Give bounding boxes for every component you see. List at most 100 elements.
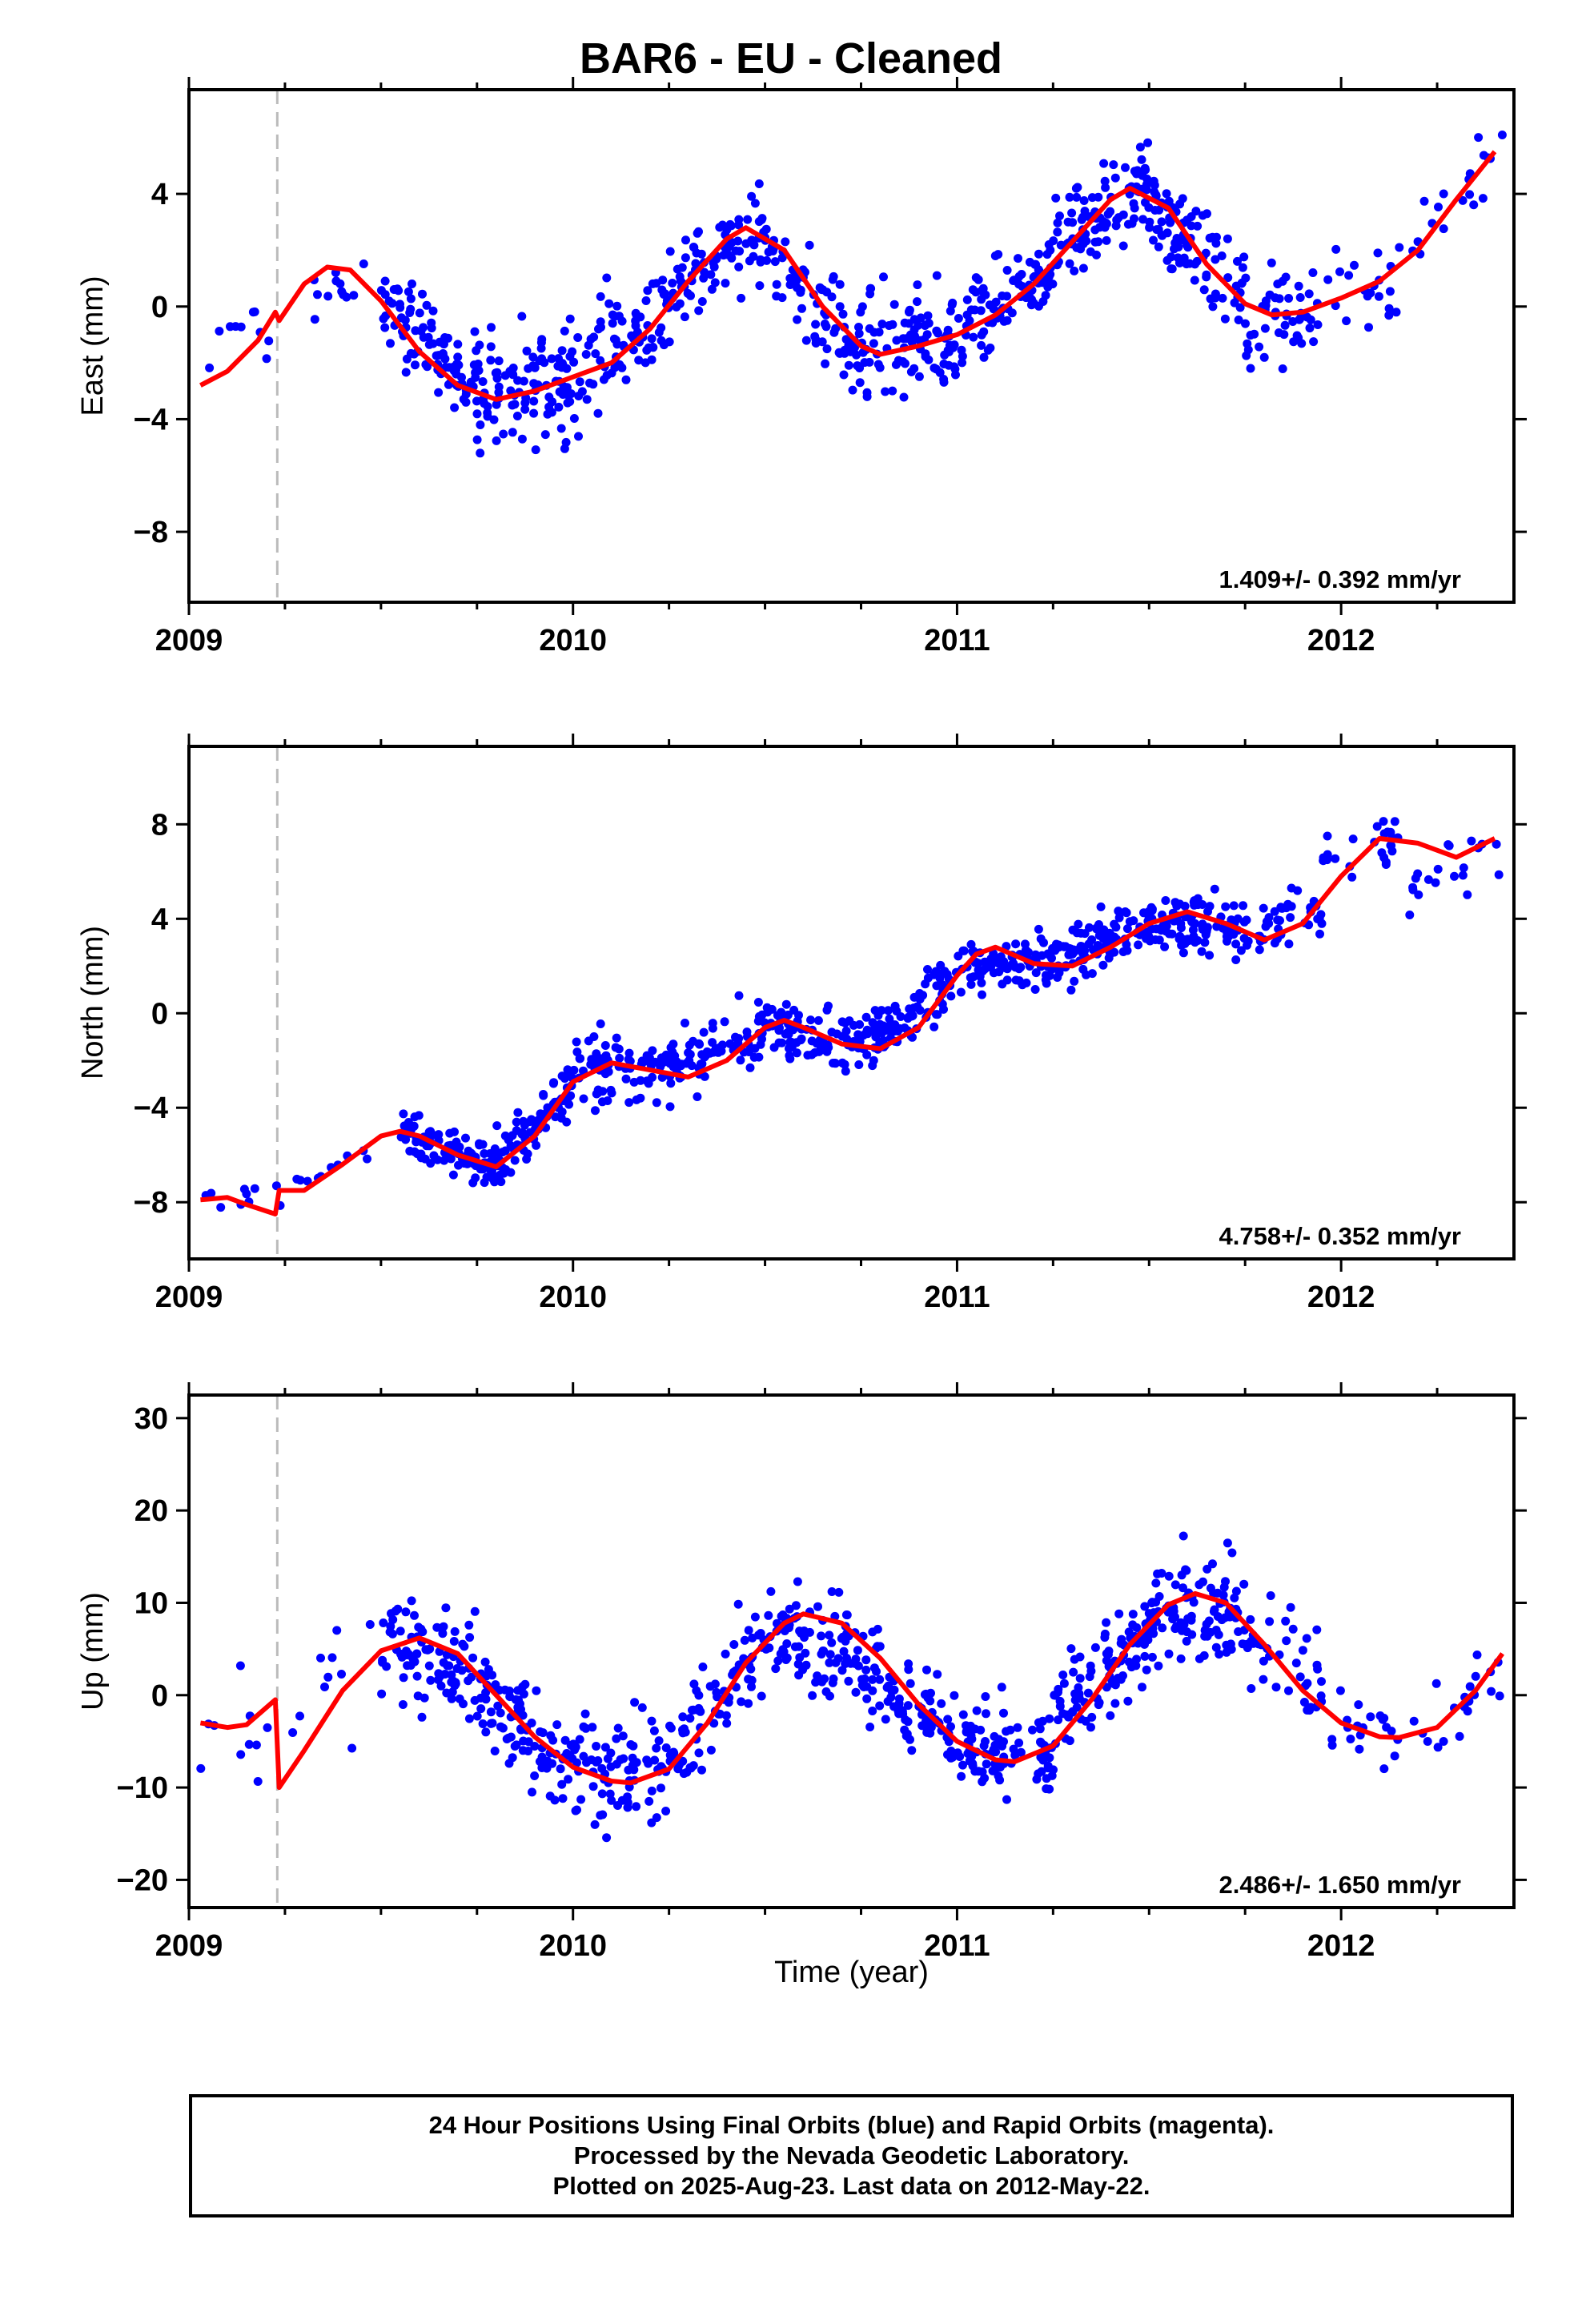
up-data-point bbox=[1016, 1747, 1026, 1757]
east-data-point bbox=[1029, 299, 1038, 308]
up-data-point bbox=[470, 1606, 480, 1616]
east-data-point bbox=[1284, 294, 1294, 303]
east-data-point bbox=[930, 364, 939, 372]
up-data-point bbox=[612, 1734, 621, 1743]
up-data-point bbox=[681, 1727, 690, 1737]
east-data-point bbox=[793, 315, 802, 324]
east-data-point bbox=[764, 247, 773, 257]
east-data-point bbox=[913, 280, 922, 290]
north-data-point bbox=[1313, 915, 1323, 923]
north-data-point bbox=[932, 981, 942, 991]
north-data-point bbox=[1096, 902, 1106, 911]
east-data-point bbox=[822, 344, 832, 354]
north-data-point bbox=[862, 1025, 872, 1035]
up-data-point bbox=[1271, 1683, 1281, 1692]
east-data-point bbox=[958, 352, 967, 361]
east-data-point bbox=[1137, 155, 1146, 164]
north-ytick-label: 8 bbox=[151, 808, 168, 842]
north-data-point bbox=[1221, 902, 1231, 911]
north-data-point bbox=[700, 1072, 709, 1081]
east-ylabel: East (mm) bbox=[76, 275, 110, 416]
east-data-point bbox=[586, 335, 596, 344]
east-data-point bbox=[1094, 237, 1103, 247]
north-data-point bbox=[569, 1065, 579, 1075]
up-data-point bbox=[1124, 1627, 1134, 1637]
up-data-point bbox=[1227, 1548, 1237, 1558]
north-data-point bbox=[1331, 854, 1340, 863]
east-data-point bbox=[349, 291, 359, 300]
up-data-point bbox=[713, 1692, 722, 1702]
up-data-point bbox=[894, 1699, 904, 1708]
north-data-point bbox=[708, 1019, 717, 1028]
up-data-point bbox=[1132, 1655, 1141, 1664]
up-data-point bbox=[868, 1627, 877, 1637]
up-data-point bbox=[447, 1694, 456, 1703]
north-data-point bbox=[807, 1036, 817, 1046]
up-data-point bbox=[827, 1638, 837, 1647]
up-data-point bbox=[396, 1649, 405, 1659]
up-data-point bbox=[982, 1709, 990, 1719]
up-data-point bbox=[393, 1604, 403, 1614]
up-data-point bbox=[1455, 1731, 1464, 1741]
up-data-point bbox=[800, 1633, 809, 1642]
east-data-point bbox=[977, 295, 986, 304]
up-data-point bbox=[1471, 1671, 1480, 1681]
east-data-point bbox=[494, 356, 504, 366]
north-data-point bbox=[611, 1043, 620, 1052]
up-data-point bbox=[628, 1741, 638, 1751]
up-data-point bbox=[236, 1750, 246, 1759]
up-data-point bbox=[537, 1752, 547, 1762]
up-data-point bbox=[623, 1803, 632, 1812]
east-data-point bbox=[573, 333, 583, 342]
east-data-point bbox=[1022, 293, 1031, 303]
north-data-point bbox=[512, 1117, 521, 1127]
east-data-point bbox=[593, 408, 603, 418]
up-panel: −20 −10 0 10 20 30 2009 2010 2011 2012 Up (mm) 2.48… bbox=[76, 1382, 1527, 1963]
up-data-point bbox=[537, 1763, 547, 1772]
north-data-point bbox=[700, 1052, 709, 1062]
north-data-point bbox=[410, 1112, 420, 1122]
up-data-point bbox=[432, 1622, 442, 1632]
north-data-point bbox=[1239, 901, 1248, 911]
east-data-point bbox=[1129, 199, 1138, 208]
up-data-point bbox=[1203, 1564, 1212, 1574]
up-data-point bbox=[995, 1775, 1005, 1785]
east-data-point bbox=[499, 429, 508, 439]
east-data-point bbox=[683, 288, 693, 298]
north-data-point bbox=[586, 1059, 596, 1069]
up-data-point bbox=[1222, 1640, 1231, 1650]
east-data-point bbox=[476, 448, 485, 458]
up-data-point bbox=[958, 1710, 968, 1719]
footer-line-2: Processed by the Nevada Geodetic Laborat… bbox=[573, 2141, 1130, 2169]
east-data-point bbox=[560, 326, 569, 336]
east-data-point bbox=[1067, 208, 1077, 218]
east-data-point bbox=[979, 352, 989, 362]
east-data-point bbox=[1246, 364, 1255, 373]
up-data-point bbox=[682, 1767, 692, 1777]
east-data-point bbox=[569, 357, 579, 367]
east-data-point bbox=[1044, 272, 1054, 282]
east-data-point bbox=[737, 293, 746, 303]
east-xtick-label: 2009 bbox=[155, 624, 223, 657]
up-data-point bbox=[481, 1727, 491, 1737]
north-data-point bbox=[1200, 938, 1210, 947]
north-data-point bbox=[1386, 827, 1395, 837]
up-data-point bbox=[1219, 1582, 1229, 1592]
up-data-point bbox=[1086, 1723, 1095, 1732]
up-data-point bbox=[1209, 1606, 1219, 1616]
east-data-point bbox=[734, 262, 744, 271]
east-data-point bbox=[562, 364, 572, 373]
east-data-point bbox=[924, 355, 934, 364]
east-data-point bbox=[1118, 210, 1128, 219]
north-data-point bbox=[684, 1048, 693, 1058]
east-data-point bbox=[1164, 196, 1174, 206]
up-data-point bbox=[907, 1746, 917, 1755]
east-data-point bbox=[665, 337, 674, 347]
east-data-point bbox=[453, 352, 463, 362]
east-data-point bbox=[855, 378, 865, 388]
north-data-point bbox=[478, 1140, 488, 1149]
east-data-point bbox=[1101, 183, 1110, 192]
north-model-curve bbox=[200, 836, 1496, 1216]
east-data-point bbox=[1092, 250, 1101, 259]
north-data-point bbox=[399, 1109, 408, 1119]
